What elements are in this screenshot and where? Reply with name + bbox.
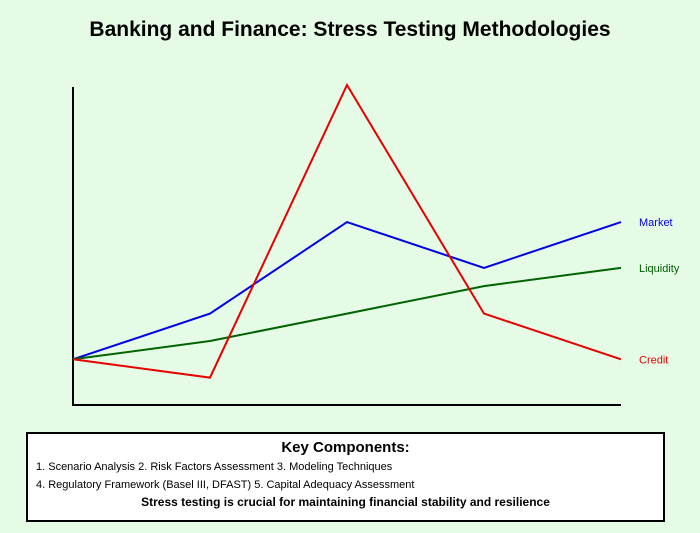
line-chart: Market Liquidity Credit [72, 82, 680, 406]
series-label-credit: Credit [639, 354, 668, 366]
series-line-credit [72, 82, 622, 379]
key-components-note: Stress testing is crucial for maintainin… [141, 495, 550, 509]
series-label-market: Market [639, 217, 673, 229]
series-line-market [72, 220, 622, 361]
key-components-heading: Key Components: [281, 439, 410, 456]
chart-title: Banking and Finance: Stress Testing Meth… [89, 18, 611, 41]
key-components-line-1: 1. Scenario Analysis 2. Risk Factors Ass… [36, 461, 393, 473]
series-group: Market Liquidity Credit [72, 82, 680, 379]
key-components-box: Key Components: 1. Scenario Analysis 2. … [26, 432, 665, 522]
series-label-liquidity: Liquidity [639, 263, 680, 275]
key-components-line-2: 4. Regulatory Framework (Basel III, DFAS… [36, 479, 415, 491]
series-line-liquidity [72, 266, 622, 361]
